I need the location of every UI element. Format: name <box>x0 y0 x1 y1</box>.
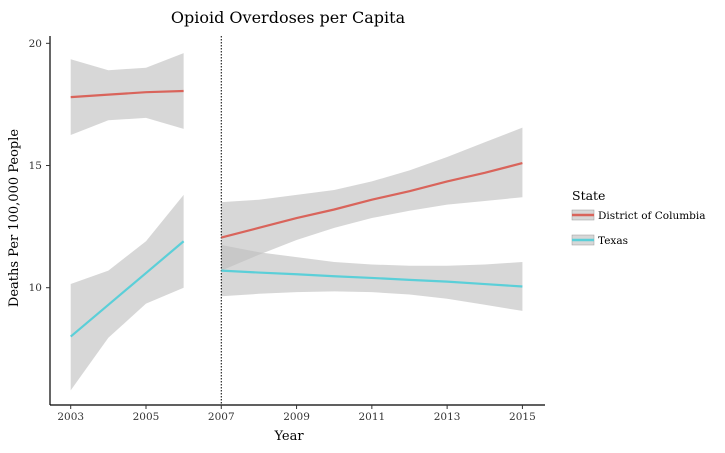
series-line-dc-0 <box>70 89 184 99</box>
y-tick-label: 15 <box>29 160 42 172</box>
confidence-band-texas-0 <box>70 194 184 391</box>
x-tick-label: 2003 <box>57 411 84 423</box>
legend-label-dc: District of Columbia <box>598 210 706 222</box>
confidence-bands <box>70 53 523 391</box>
x-tick-label: 2013 <box>434 411 461 423</box>
series-lines <box>69 89 523 338</box>
x-tick-label: 2009 <box>283 411 310 423</box>
series-line-texas-1 <box>221 269 523 288</box>
legend: State District of Columbia Texas <box>571 188 706 247</box>
y-tick-label: 10 <box>29 282 42 294</box>
x-tick-label: 2015 <box>509 411 536 423</box>
legend-label-texas: Texas <box>598 235 628 247</box>
y-tick-label: 20 <box>29 38 42 50</box>
legend-title: State <box>572 188 605 203</box>
x-axis-ticks: 2003 2005 2007 2009 2011 2013 2015 <box>57 405 536 423</box>
x-axis-title: Year <box>273 429 304 444</box>
chart-title: Opioid Overdoses per Capita <box>171 8 406 27</box>
y-axis-title: Deaths Per 100,000 People <box>7 129 22 308</box>
x-tick-label: 2007 <box>208 411 235 423</box>
y-axis-ticks: 10 15 20 <box>29 38 50 294</box>
x-tick-label: 2005 <box>133 411 160 423</box>
series-line-texas-0 <box>69 240 185 338</box>
series-line-dc-1 <box>220 162 523 239</box>
x-tick-label: 2011 <box>358 411 385 423</box>
